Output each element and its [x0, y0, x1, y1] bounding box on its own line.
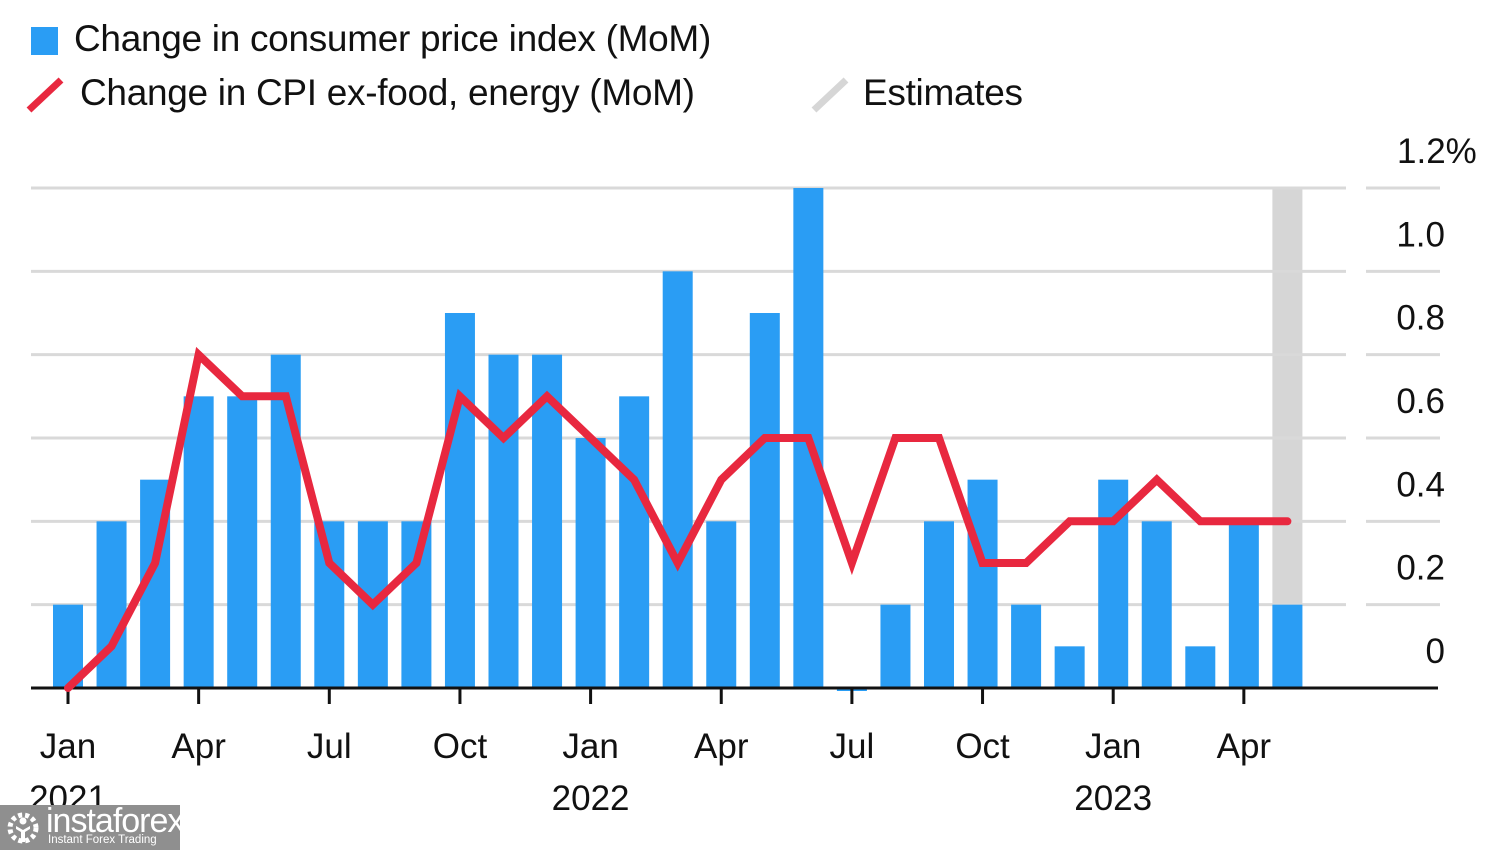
cpi-bar	[314, 521, 345, 688]
cpi-bar	[749, 313, 780, 688]
legend-label-estimates: Estimates	[863, 72, 1023, 113]
x-tick-label: Apr	[1217, 727, 1272, 766]
x-year-label: 2023	[1074, 779, 1152, 818]
cpi-bar	[444, 313, 475, 688]
cpi-bar	[96, 521, 127, 688]
legend-gray-slash-icon	[811, 77, 849, 113]
y-tick-label: 1.2%	[1397, 132, 1477, 171]
x-tick-label: Apr	[694, 727, 749, 766]
x-tick-label: Oct	[433, 727, 488, 766]
cpi-bar	[880, 604, 911, 688]
cpi-bar	[662, 271, 693, 688]
cpi-bar	[1228, 521, 1259, 688]
cpi-bar	[401, 521, 432, 688]
cpi-bar	[967, 479, 998, 688]
legend-label-core-cpi: Change in CPI ex-food, energy (MoM)	[80, 72, 695, 113]
y-tick-label: 0.4	[1396, 465, 1445, 504]
y-tick-label: 0.2	[1396, 549, 1445, 588]
cpi-bar	[1011, 604, 1042, 688]
watermark-tagline: Instant Forex Trading	[48, 834, 157, 846]
x-tick-label: Oct	[955, 727, 1010, 766]
watermark-name: instaforex	[46, 802, 184, 840]
x-tick-label: Jul	[830, 727, 875, 766]
legend-label-cpi: Change in consumer price index (MoM)	[74, 18, 711, 59]
x-year-label: 2022	[552, 779, 630, 818]
cpi-bar	[227, 396, 258, 688]
legend-blue-square-icon	[31, 27, 58, 55]
cpi-bar	[924, 521, 954, 688]
x-tick-label: Jan	[40, 727, 96, 766]
legend-red-slash-icon	[26, 77, 64, 113]
cpi-bar	[619, 396, 650, 688]
cpi-bar	[1141, 521, 1172, 688]
cpi-bar	[1272, 604, 1303, 688]
cpi-bar	[706, 521, 737, 688]
x-tick-label: Apr	[171, 727, 226, 766]
cpi-bar	[183, 396, 214, 688]
cpi-bar	[1054, 646, 1085, 688]
x-tick-label: Jan	[562, 727, 618, 766]
x-tick-label: Jan	[1085, 727, 1141, 766]
watermark: instaforex Instant Forex Trading	[0, 802, 184, 850]
gear-person-logo-icon	[7, 812, 39, 844]
y-tick-label: 1.0	[1396, 215, 1445, 254]
y-tick-label: 0	[1426, 632, 1445, 671]
y-tick-label: 0.8	[1396, 299, 1445, 338]
cpi-bar	[488, 354, 519, 688]
cpi-bar	[575, 438, 606, 688]
x-tick-label: Jul	[307, 727, 352, 766]
cpi-bar	[1185, 646, 1216, 688]
y-tick-label: 0.6	[1396, 382, 1445, 421]
